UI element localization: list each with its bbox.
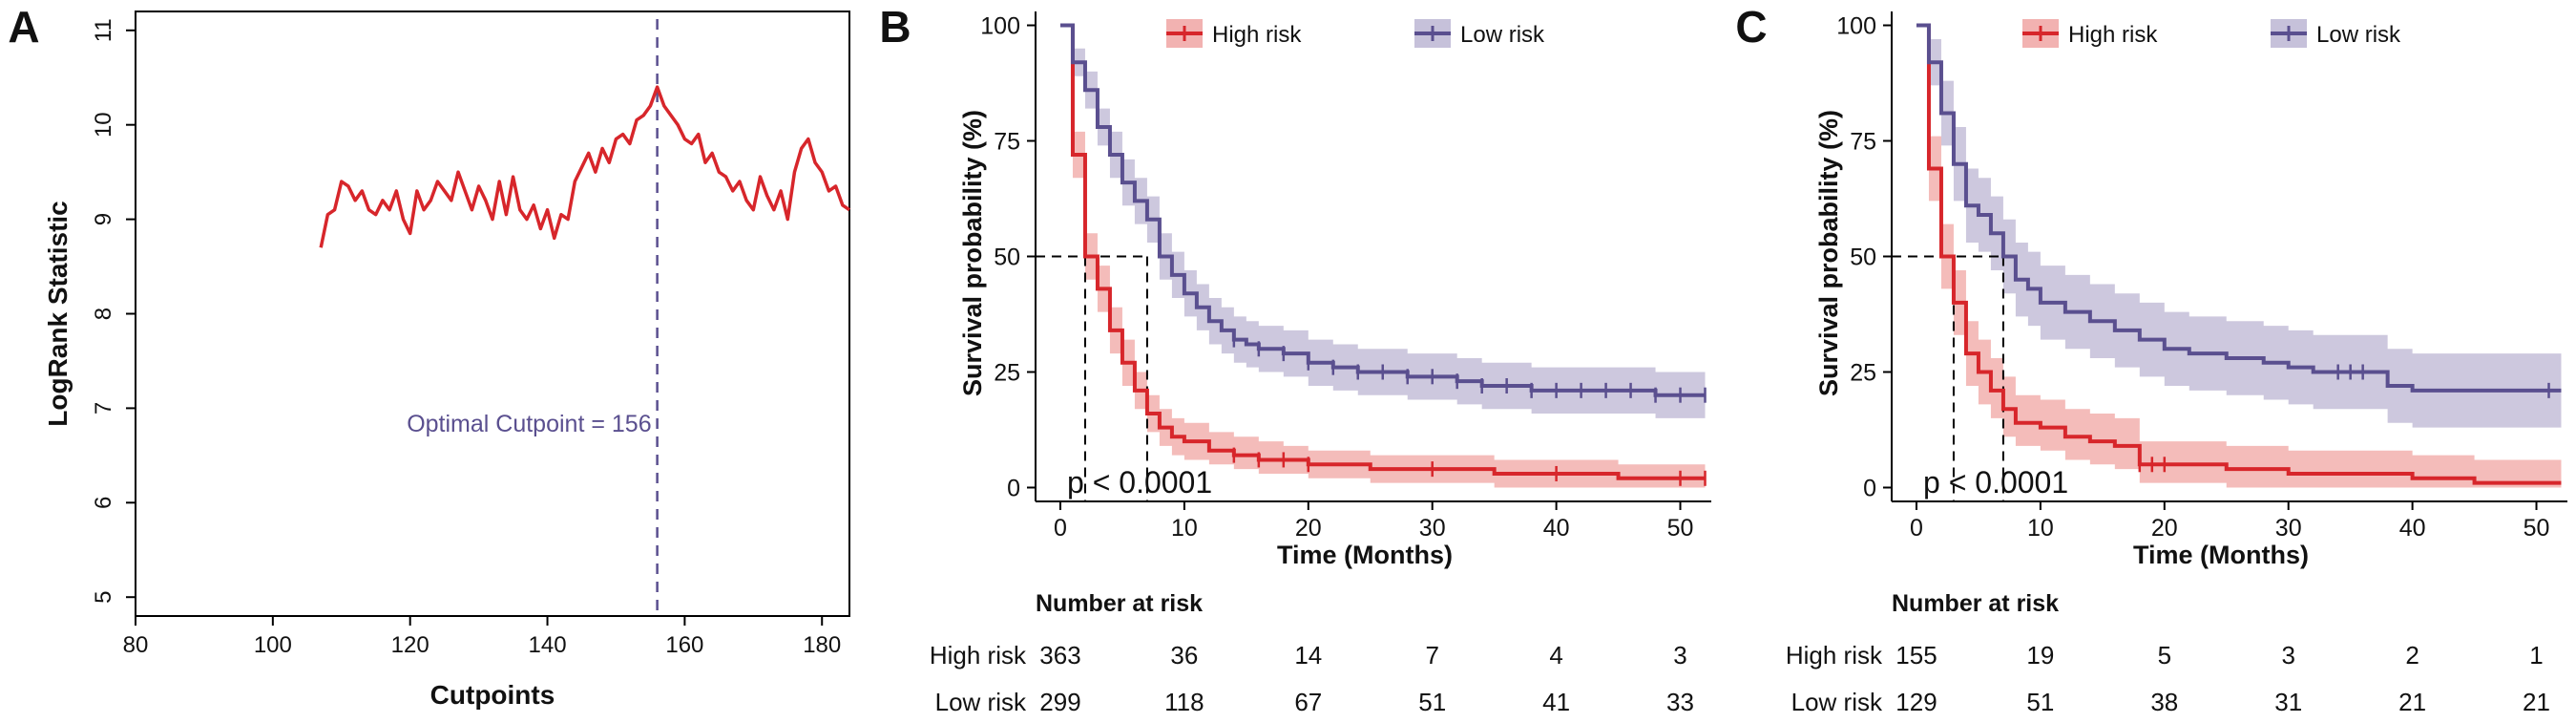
x-tick-label-a: 160 — [665, 632, 703, 658]
risk-count-b: 4 — [1549, 641, 1562, 670]
x-tick-label-c: 20 — [2151, 515, 2178, 542]
y-tick-label-a: 10 — [91, 112, 116, 138]
legend-label-high-b: High risk — [1212, 22, 1302, 48]
risk-count-c: 1 — [2529, 641, 2543, 670]
risk-row-label-b: High risk — [930, 641, 1027, 670]
risk-count-c: 21 — [2523, 688, 2550, 716]
y-tick-label-b: 50 — [994, 245, 1020, 271]
panel-label-b: B — [879, 2, 911, 52]
km-curve-high-c — [1916, 23, 2562, 485]
y-axis-title-b: Survival probability (%) — [958, 110, 987, 396]
risk-count-b: 41 — [1542, 688, 1570, 716]
x-tick-label-b: 10 — [1171, 515, 1198, 542]
ci-band-high-b — [1059, 25, 1706, 488]
y-tick-label-c: 75 — [1850, 129, 1876, 156]
y-tick-label-a: 9 — [91, 213, 116, 225]
y-tick-label-b: 25 — [994, 359, 1020, 386]
y-tick-label-a: 8 — [91, 308, 116, 320]
x-tick-label-b: 40 — [1543, 515, 1570, 542]
x-tick-label-a: 80 — [123, 632, 149, 658]
y-tick-label-b: 75 — [994, 129, 1020, 156]
x-axis-title-a: Cutpoints — [430, 680, 555, 710]
risk-count-b: 51 — [1418, 688, 1446, 716]
y-tick-label-c: 25 — [1850, 359, 1876, 386]
x-tick-label-b: 20 — [1295, 515, 1322, 542]
risk-count-c: 5 — [2158, 641, 2171, 670]
panel-label-a: A — [8, 2, 39, 52]
risk-count-b: 14 — [1294, 641, 1322, 670]
y-tick-label-c: 100 — [1836, 13, 1876, 40]
risk-row-label-b: Low risk — [935, 688, 1027, 716]
risk-table-title-c: Number at risk — [1892, 590, 2059, 617]
x-tick-label-a: 100 — [254, 632, 292, 658]
risk-count-c: 129 — [1895, 688, 1937, 716]
x-tick-label-c: 0 — [1910, 515, 1923, 542]
panel-b: B 0 10 20 30 40 50 0 25 50 75 100 Time (Months) Survi… — [879, 2, 1711, 716]
risk-count-b: 33 — [1666, 688, 1694, 716]
y-tick-label-a: 5 — [91, 591, 116, 604]
ci-band-low-b — [1059, 25, 1706, 418]
p-value-c: p < 0.0001 — [1923, 465, 2068, 500]
x-tick-label-a: 140 — [529, 632, 567, 658]
x-axis-title-b: Time (Months) — [1277, 541, 1453, 569]
y-tick-label-a: 6 — [91, 497, 116, 509]
x-tick-label-a: 120 — [391, 632, 429, 658]
y-tick-label-a: 7 — [91, 402, 116, 415]
p-value-b: p < 0.0001 — [1067, 465, 1212, 500]
risk-count-b: 67 — [1294, 688, 1322, 716]
y-tick-label-a: 11 — [91, 18, 116, 42]
x-axis-title-c: Time (Months) — [2133, 541, 2309, 569]
risk-count-b: 299 — [1039, 688, 1080, 716]
risk-count-c: 155 — [1895, 641, 1937, 670]
x-tick-label-c: 50 — [2524, 515, 2550, 542]
risk-count-c: 51 — [2026, 688, 2054, 716]
risk-count-b: 7 — [1425, 641, 1438, 670]
x-tick-label-c: 30 — [2275, 515, 2302, 542]
risk-count-c: 31 — [2274, 688, 2302, 716]
km-curve-low-b — [1059, 23, 1706, 397]
km-curve-high-b — [1059, 23, 1706, 480]
ci-band-low-c — [1916, 25, 2562, 428]
risk-count-b: 118 — [1164, 688, 1204, 716]
x-tick-label-b: 30 — [1419, 515, 1446, 542]
legend-label-low-c: Low risk — [2316, 22, 2401, 48]
y-tick-label-c: 50 — [1850, 245, 1876, 271]
x-tick-label-b: 50 — [1667, 515, 1694, 542]
x-tick-label-c: 40 — [2399, 515, 2426, 542]
risk-count-c: 38 — [2150, 688, 2178, 716]
y-tick-label-b: 100 — [980, 13, 1020, 40]
risk-count-c: 3 — [2281, 641, 2294, 670]
risk-row-label-c: Low risk — [1791, 688, 1883, 716]
y-axis-title-a: LogRank Statistic — [43, 201, 73, 426]
y-axis-title-c: Survival probability (%) — [1814, 110, 1843, 396]
risk-count-c: 19 — [2026, 641, 2054, 670]
x-tick-label-c: 10 — [2027, 515, 2054, 542]
km-curve-low-c — [1916, 23, 2562, 393]
x-tick-label-a: 180 — [803, 632, 841, 658]
y-tick-label-c: 0 — [1863, 475, 1876, 501]
risk-count-b: 363 — [1039, 641, 1080, 670]
plot-frame-a — [135, 11, 850, 617]
logrank-series-line — [319, 85, 850, 248]
cutpoint-annotation: Optimal Cutpoint = 156 — [407, 411, 651, 437]
legend-label-high-c: High risk — [2068, 22, 2158, 48]
risk-count-c: 21 — [2398, 688, 2426, 716]
panel-label-c: C — [1735, 2, 1767, 52]
risk-table-title-b: Number at risk — [1036, 590, 1203, 617]
legend-label-low-b: Low risk — [1460, 22, 1545, 48]
x-tick-label-b: 0 — [1054, 515, 1067, 542]
risk-row-label-c: High risk — [1786, 641, 1883, 670]
panel-a: A 80 100 120 140 160 180 5 6 7 8 9 10 11 Cutpoints LogR… — [8, 2, 850, 710]
y-tick-label-b: 0 — [1007, 475, 1020, 501]
risk-count-b: 36 — [1170, 641, 1198, 670]
risk-count-c: 2 — [2405, 641, 2419, 670]
risk-count-b: 3 — [1673, 641, 1686, 670]
